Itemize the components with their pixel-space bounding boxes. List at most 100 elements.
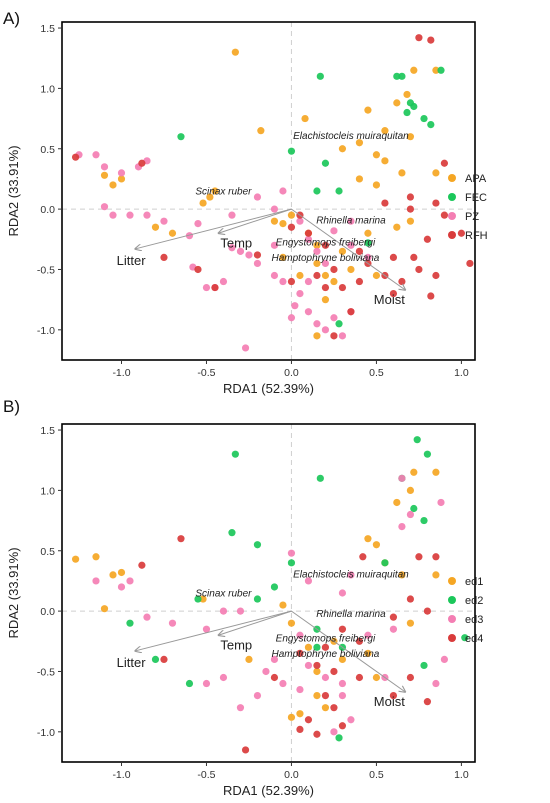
data-point [194,219,202,228]
data-point [432,571,440,579]
species-label: Rhinella marina [316,609,386,620]
data-point [457,229,466,237]
x-tick-label: -1.0 [112,769,130,781]
data-point [432,271,440,280]
data-point [406,193,415,201]
data-point [313,332,321,340]
data-point [364,649,372,657]
data-point [287,147,296,155]
data-point [335,187,343,195]
data-point [219,607,228,615]
data-point [270,655,279,663]
data-point [270,205,279,213]
data-point [406,619,415,627]
data-point [415,553,423,561]
data-point [100,163,109,171]
data-point [316,474,324,482]
data-point [279,277,287,286]
data-point [138,159,146,167]
data-point [296,649,304,657]
data-point [194,265,202,274]
data-point [296,631,304,639]
data-point [245,251,253,259]
series-apa [100,48,440,340]
data-point [432,199,440,207]
data-point [355,277,364,286]
data-point [296,271,304,280]
data-point [211,187,219,195]
x-tick-label: 1.0 [454,769,469,781]
data-point [406,133,415,141]
x-tick-label: 0.5 [369,769,384,781]
data-point [330,728,338,736]
x-axis-title: RDA1 (52.39%) [223,381,314,396]
panel-label: A) [3,9,20,28]
data-point [211,283,219,292]
data-point [117,583,126,591]
plot-frame [61,423,476,763]
data-point [321,296,330,304]
data-point [304,661,313,670]
data-point [313,730,321,738]
data-point [393,498,401,507]
data-point [287,713,296,721]
data-point [321,241,330,249]
data-point [253,595,262,603]
data-point [270,217,279,225]
env-arrow-moist [291,610,405,692]
series-fec [177,66,445,328]
data-point [338,247,347,255]
data-point [398,474,406,482]
y-tick-label: 0.5 [40,144,55,156]
y-tick-label: 0.0 [40,204,55,216]
env-label-temp: Temp [220,637,252,652]
data-point [335,320,343,328]
data-point [355,175,364,183]
data-point [364,253,372,261]
data-point [355,139,364,147]
legend-marker [448,596,456,604]
data-point [393,223,401,231]
data-point [330,332,338,340]
y-axis-title: RDA2 (33.91%) [6,547,21,638]
data-point [330,314,338,322]
data-point [466,259,474,268]
data-point [347,217,355,225]
panel-label: B) [3,397,20,416]
data-point [304,716,313,724]
data-point [100,171,109,179]
x-tick-label: 0.0 [284,769,299,781]
data-point [109,181,117,189]
data-point [100,605,109,613]
data-point [313,643,321,651]
data-point [92,577,100,585]
data-point [313,692,321,700]
env-arrow-litter [135,610,292,651]
data-point [287,211,296,219]
data-point [199,595,207,603]
data-point [138,561,146,569]
env-arrow-moist [291,208,405,290]
data-point [236,247,245,255]
data-point [313,320,321,328]
data-point [381,127,389,135]
data-point [245,655,253,663]
data-point [330,704,338,712]
data-point [427,292,435,300]
data-point [330,277,338,286]
data-point [338,589,347,597]
data-point [160,655,168,663]
legend-label: ed2 [465,595,483,607]
data-point [253,692,262,700]
plot-frame [61,21,476,361]
data-point [71,153,80,161]
data-point [389,253,398,261]
data-point [168,619,177,627]
data-point [185,679,194,688]
data-point [432,553,440,561]
data-point [321,704,330,712]
data-point [206,193,214,201]
data-point [296,217,304,225]
x-tick-label: 1.0 [454,367,469,379]
data-point [321,259,330,268]
